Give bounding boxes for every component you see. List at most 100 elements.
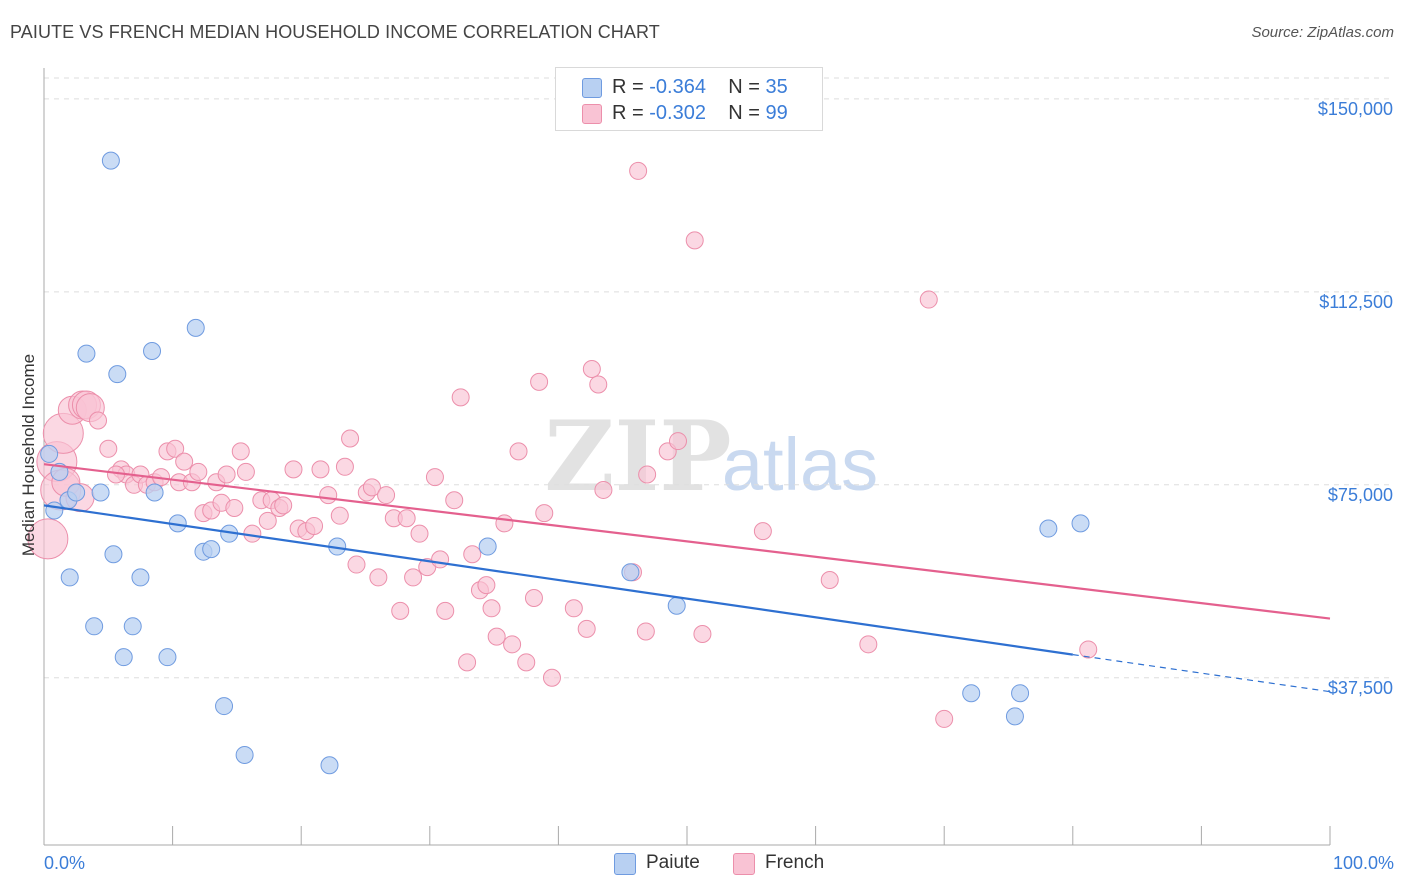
french-point <box>258 511 277 530</box>
legend-n-label: N = <box>728 102 760 124</box>
french-point <box>458 653 477 672</box>
legend-n-value: 99 <box>765 102 788 124</box>
paiute-point <box>40 444 59 463</box>
french-point <box>451 388 470 407</box>
french-point <box>638 465 657 484</box>
paiute-point <box>114 648 133 667</box>
x-tick-label: 0.0% <box>44 853 85 873</box>
french-point <box>311 460 330 479</box>
paiute-point <box>962 684 981 703</box>
french-legend-swatch <box>733 853 755 875</box>
gridlines <box>44 77 1394 679</box>
paiute-point <box>91 483 110 502</box>
french-point <box>753 522 772 541</box>
french-swatch <box>582 104 602 124</box>
french-point <box>859 635 878 654</box>
french-point <box>341 429 360 448</box>
watermark-atlas: atlas <box>722 423 878 506</box>
paiute-point <box>101 151 120 170</box>
french-point <box>530 372 549 391</box>
legend-n-value: 35 <box>765 76 788 98</box>
legend-r-label: R = <box>612 76 644 98</box>
paiute-legend-swatch <box>614 853 636 875</box>
french-point <box>693 625 712 644</box>
french-point <box>330 506 349 525</box>
paiute-point <box>478 537 497 556</box>
french-point <box>319 486 338 505</box>
paiute-swatch <box>582 78 602 98</box>
trend-lines <box>43 463 1331 693</box>
paiute-point <box>85 617 104 636</box>
french-point <box>99 439 118 458</box>
y-tick-label: $112,500 <box>1319 292 1393 312</box>
french-point <box>369 568 388 587</box>
french-point <box>397 509 416 528</box>
french-point <box>477 576 496 595</box>
french-point <box>189 462 208 481</box>
french-point <box>27 518 69 560</box>
french-point <box>305 516 324 535</box>
french-point <box>463 545 482 564</box>
paiute-point <box>215 697 234 716</box>
french-point <box>582 360 601 379</box>
french-legend-label: French <box>765 852 825 873</box>
paiute-trend-line <box>43 504 1073 656</box>
french-point <box>535 504 554 523</box>
paiute-point <box>1039 519 1058 538</box>
paiute-point <box>1071 514 1090 533</box>
french-point <box>524 589 543 608</box>
paiute-point <box>320 756 339 775</box>
french-point <box>335 457 354 476</box>
paiute-point <box>108 365 127 384</box>
french-point <box>577 619 596 638</box>
source-credit: Source: ZipAtlas.com <box>1251 24 1394 41</box>
french-point <box>589 375 608 394</box>
french-point <box>431 550 450 569</box>
legend-r-value: -0.302 <box>649 102 706 124</box>
paiute-point <box>202 540 221 559</box>
french-trend-line <box>43 463 1331 620</box>
french-point <box>231 442 250 461</box>
french-point <box>166 439 185 458</box>
french-point <box>445 491 464 510</box>
french-point <box>935 709 954 728</box>
paiute-point <box>131 568 150 587</box>
french-point <box>685 231 704 250</box>
y-tick-label: $150,000 <box>1318 99 1393 119</box>
french-point <box>1079 640 1098 659</box>
french-point <box>919 290 938 309</box>
paiute-trend-extension <box>1072 654 1331 693</box>
tick-labels: $37,500 $75,000 $112,500 $150,000 0.0% 100.0% <box>44 99 1394 873</box>
paiute-point <box>104 545 123 564</box>
french-point <box>377 486 396 505</box>
french-point <box>495 514 514 533</box>
paiute-legend-label: Paiute <box>646 852 700 873</box>
french-point <box>284 460 303 479</box>
chart-title: PAIUTE VS FRENCH MEDIAN HOUSEHOLD INCOME… <box>10 22 660 42</box>
paiute-point <box>621 563 640 582</box>
french-point <box>636 622 655 641</box>
french-point <box>487 627 506 646</box>
french-point <box>404 568 423 587</box>
paiute-point <box>158 648 177 667</box>
french-point <box>820 570 839 589</box>
legend-r-label: R = <box>612 102 644 124</box>
correlation-legend: R = -0.364 N = 35 R = -0.302 N = 99 <box>555 67 823 131</box>
french-point <box>517 653 536 672</box>
data-points <box>27 151 1098 775</box>
french-point <box>668 432 687 451</box>
legend-n-label: N = <box>728 76 760 98</box>
french-point <box>362 478 381 497</box>
paiute-point <box>667 596 686 615</box>
paiute-point <box>1011 684 1030 703</box>
french-point <box>236 462 255 481</box>
watermark-zip: ZIP <box>544 400 731 513</box>
french-point <box>594 480 613 499</box>
french-point <box>391 601 410 620</box>
french-point <box>410 524 429 543</box>
french-point <box>175 452 194 471</box>
french-point <box>436 601 455 620</box>
paiute-point <box>186 318 205 337</box>
paiute-point <box>235 745 254 764</box>
